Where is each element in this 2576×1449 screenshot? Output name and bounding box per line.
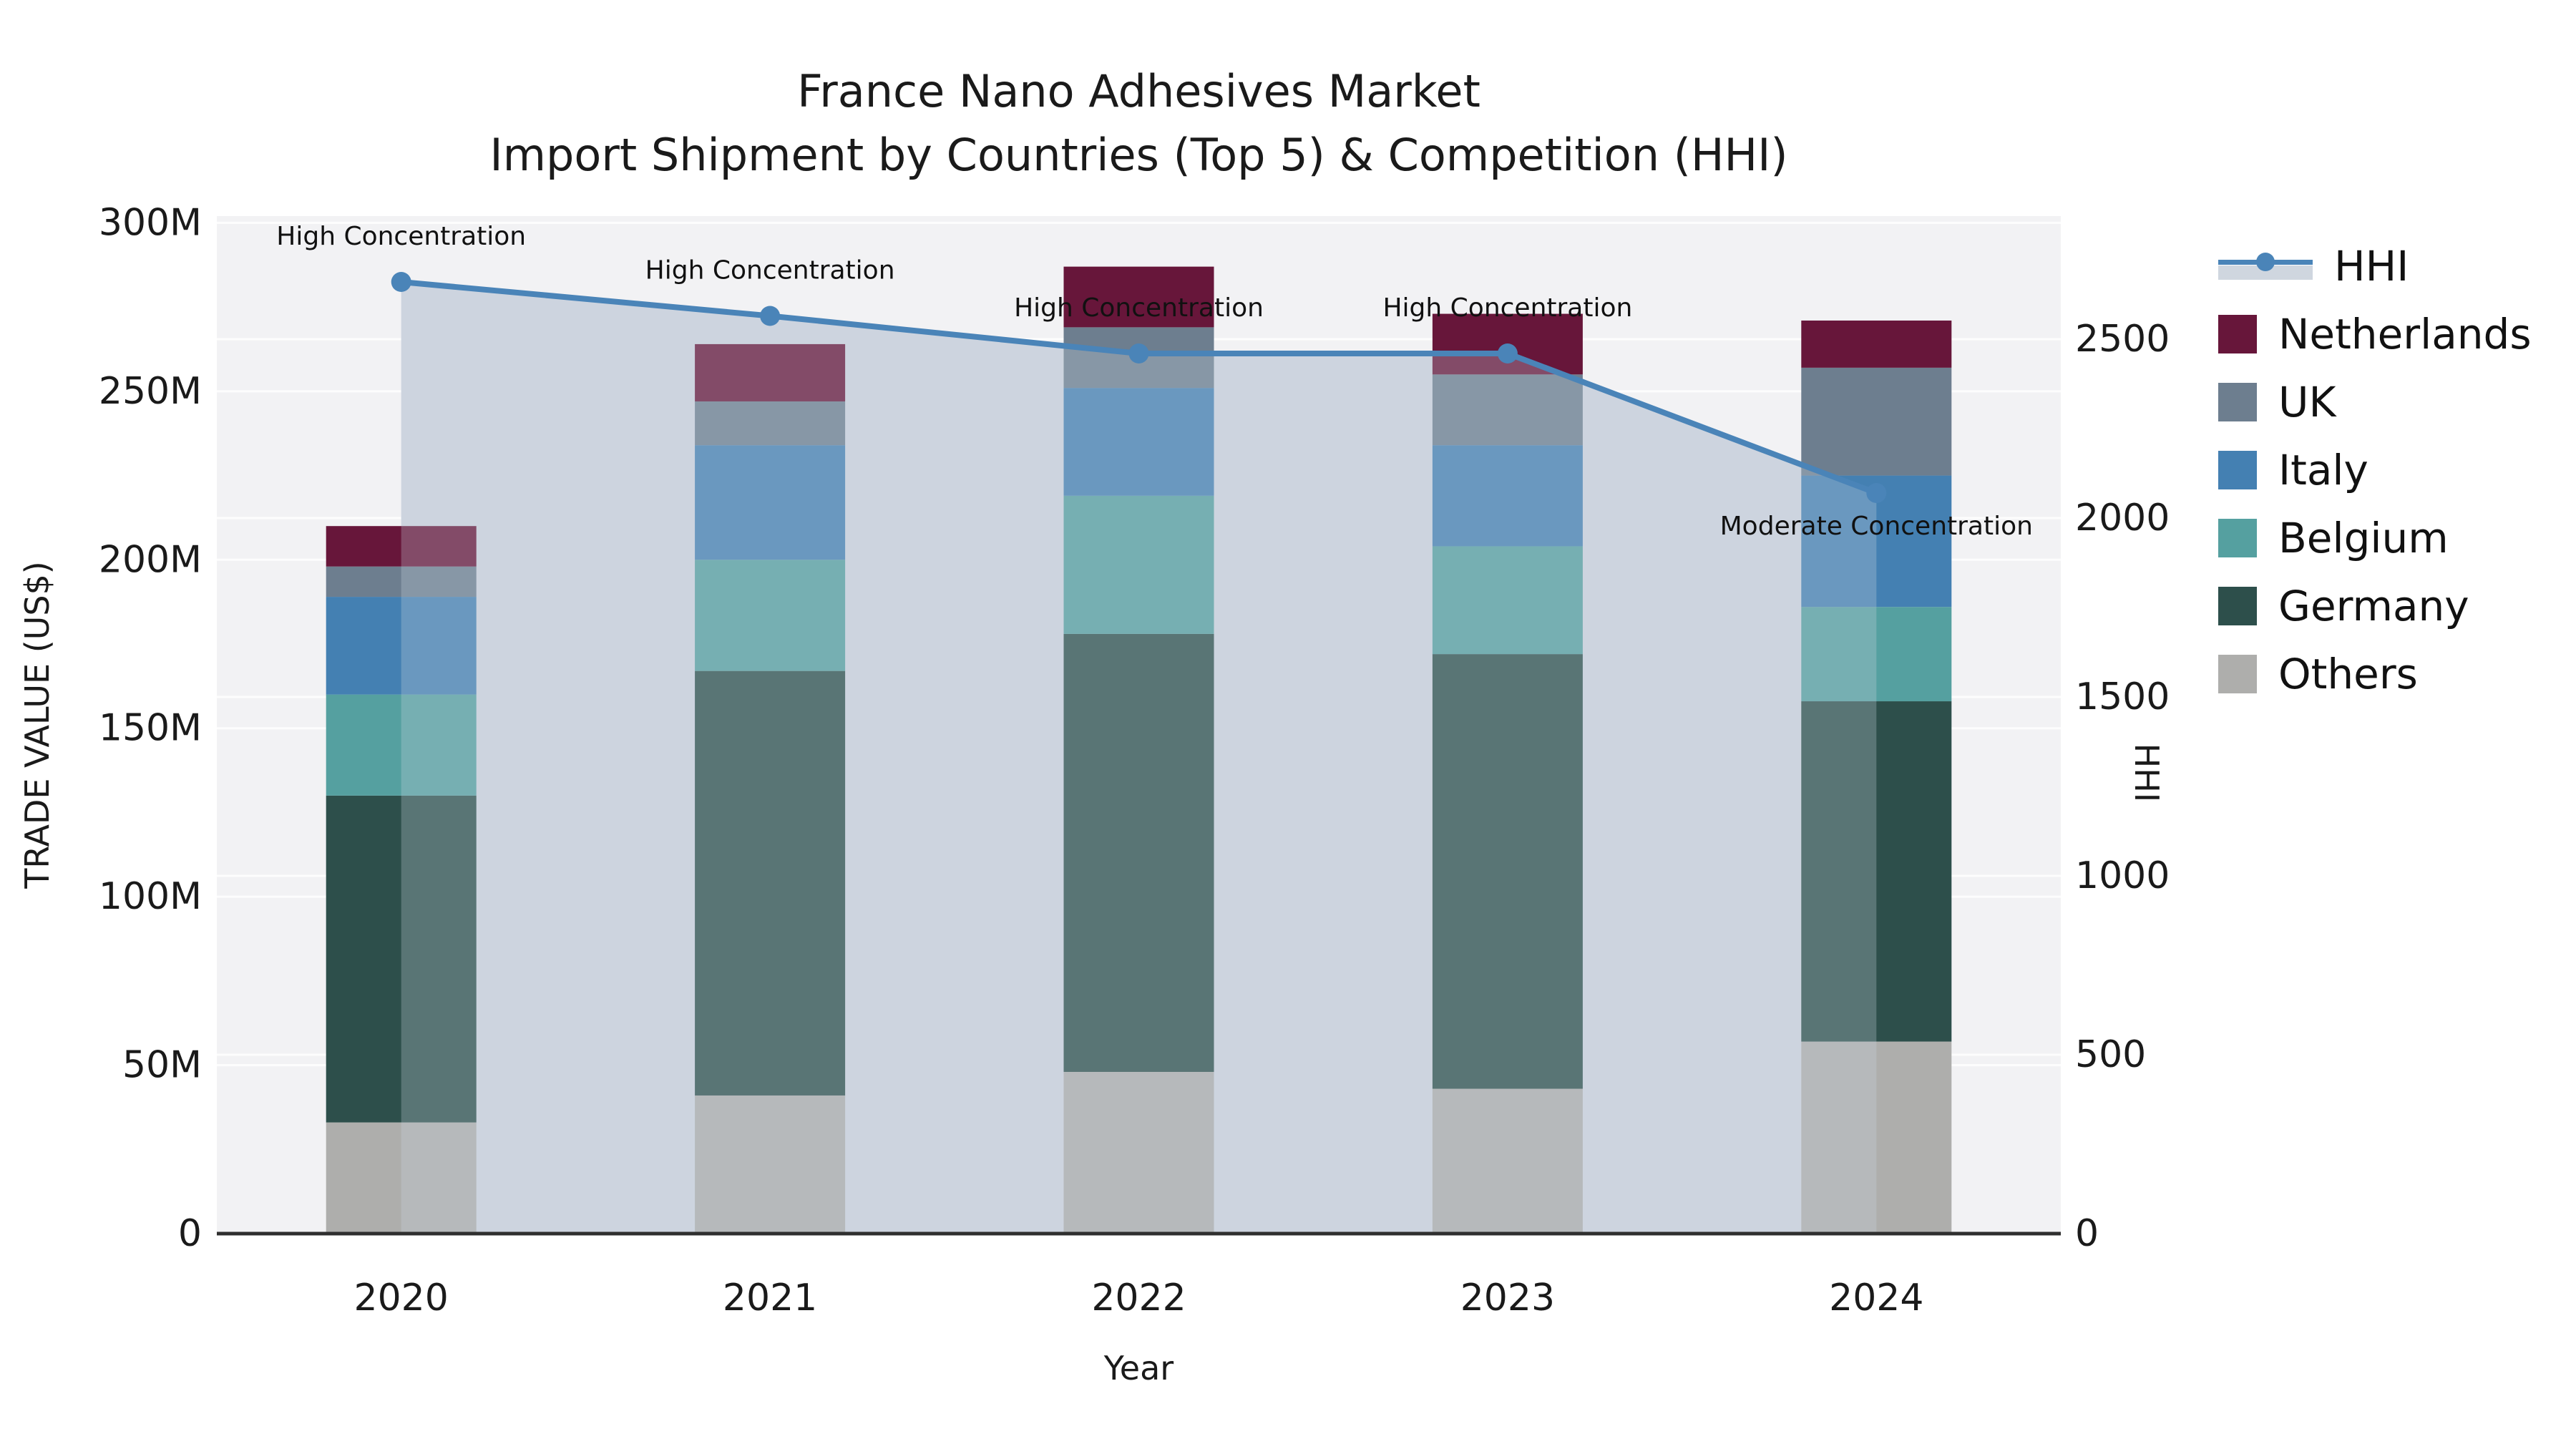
right-tick-label: 500 bbox=[2075, 1033, 2146, 1076]
bar-segment-germany-2024 bbox=[1801, 701, 1952, 1042]
hhi-marker-2022 bbox=[1128, 343, 1149, 364]
chart-subtitle: Import Shipment by Countries (Top 5) & C… bbox=[489, 129, 1788, 181]
legend-item-hhi: HHI bbox=[2218, 232, 2532, 300]
right-axis-label: HHI bbox=[2127, 743, 2166, 803]
bar-segment-uk-2020 bbox=[326, 566, 477, 597]
left-axis-label: TRADE VALUE (US$) bbox=[18, 561, 57, 889]
legend-color-swatch bbox=[2218, 654, 2257, 693]
legend-label: Netherlands bbox=[2278, 309, 2532, 358]
bar-segment-germany-2023 bbox=[1432, 654, 1583, 1089]
left-tick-label: 0 bbox=[178, 1212, 202, 1255]
bar-segment-italy-2023 bbox=[1432, 445, 1583, 547]
right-tick-label: 1500 bbox=[2075, 675, 2170, 718]
x-tick-label-2021: 2021 bbox=[723, 1277, 817, 1319]
x-tick-label-2023: 2023 bbox=[1460, 1277, 1555, 1319]
right-tick-label: 2000 bbox=[2075, 497, 2170, 540]
legend-label: HHI bbox=[2334, 241, 2409, 291]
annotation-2021: High Concentration bbox=[645, 256, 895, 286]
left-tick-label: 250M bbox=[99, 370, 202, 413]
legend-color-swatch bbox=[2218, 518, 2257, 557]
bar-segment-italy-2020 bbox=[326, 597, 477, 695]
legend-item-others: Others bbox=[2218, 640, 2532, 708]
legend-color-swatch bbox=[2218, 586, 2257, 625]
left-tick-label: 150M bbox=[99, 707, 202, 750]
legend-hhi-line-swatch bbox=[2218, 247, 2313, 286]
bar-segment-belgium-2021 bbox=[695, 560, 846, 671]
x-tick-label-2020: 2020 bbox=[354, 1277, 449, 1319]
legend-label: Others bbox=[2278, 649, 2418, 698]
hhi-marker-2023 bbox=[1497, 343, 1518, 364]
legend-item-italy: Italy bbox=[2218, 436, 2532, 504]
right-tick-label: 2500 bbox=[2075, 318, 2170, 361]
x-tick-label-2022: 2022 bbox=[1091, 1277, 1186, 1319]
legend-item-netherlands: Netherlands bbox=[2218, 300, 2532, 368]
bar-segment-uk-2023 bbox=[1432, 374, 1583, 446]
bar-segment-italy-2021 bbox=[695, 445, 846, 560]
bar-segment-netherlands-2020 bbox=[326, 526, 477, 567]
bar-segment-others-2021 bbox=[695, 1095, 846, 1234]
chart-title: France Nano Adhesives Market bbox=[797, 65, 1480, 117]
left-tick-label: 100M bbox=[99, 875, 202, 918]
bar-segment-others-2020 bbox=[326, 1122, 477, 1234]
legend-label: UK bbox=[2278, 377, 2336, 426]
left-tick-label: 300M bbox=[99, 201, 202, 244]
x-tick-label-2024: 2024 bbox=[1829, 1277, 1923, 1319]
bar-segment-belgium-2023 bbox=[1432, 546, 1583, 655]
hhi-marker-2024 bbox=[1866, 483, 1887, 503]
bar-segment-others-2022 bbox=[1063, 1071, 1214, 1234]
legend-label: Germany bbox=[2278, 581, 2469, 630]
legend-label: Italy bbox=[2278, 445, 2368, 494]
legend-color-swatch bbox=[2218, 450, 2257, 489]
annotation-2022: High Concentration bbox=[1014, 293, 1264, 323]
legend-item-germany: Germany bbox=[2218, 572, 2532, 640]
annotation-2020: High Concentration bbox=[276, 222, 526, 251]
hhi-area-wash bbox=[401, 282, 1877, 1234]
bar-segment-others-2023 bbox=[1432, 1088, 1583, 1234]
annotation-2023: High Concentration bbox=[1382, 293, 1632, 323]
legend-label: Belgium bbox=[2278, 513, 2449, 562]
legend-color-swatch bbox=[2218, 382, 2257, 421]
legend-item-belgium: Belgium bbox=[2218, 504, 2532, 572]
legend: HHI Netherlands UK Italy Belgium Germany Other… bbox=[2218, 232, 2532, 708]
bar-segment-uk-2021 bbox=[695, 401, 846, 446]
hhi-marker-2020 bbox=[391, 272, 411, 292]
bar-segment-germany-2021 bbox=[695, 670, 846, 1096]
hhi-marker-2021 bbox=[760, 306, 781, 326]
bar-segment-belgium-2020 bbox=[326, 694, 477, 796]
annotation-2024: Moderate Concentration bbox=[1720, 512, 2033, 541]
bar-segment-netherlands-2024 bbox=[1801, 320, 1952, 368]
left-tick-label: 50M bbox=[122, 1044, 202, 1087]
bar-segment-germany-2022 bbox=[1063, 633, 1214, 1072]
legend-item-uk: UK bbox=[2218, 368, 2532, 436]
bar-segment-others-2024 bbox=[1801, 1041, 1952, 1234]
bar-segment-uk-2024 bbox=[1801, 367, 1952, 476]
bar-segment-netherlands-2021 bbox=[695, 343, 846, 401]
x-axis-label: Year bbox=[1103, 1349, 1174, 1387]
bar-segment-italy-2022 bbox=[1063, 388, 1214, 496]
bar-segment-germany-2020 bbox=[326, 795, 477, 1123]
legend-color-swatch bbox=[2218, 314, 2257, 353]
left-tick-label: 200M bbox=[99, 538, 202, 581]
bar-segment-belgium-2024 bbox=[1801, 607, 1952, 702]
right-tick-label: 1000 bbox=[2075, 854, 2170, 897]
bar-segment-belgium-2022 bbox=[1063, 495, 1214, 634]
bar-segment-netherlands-2022 bbox=[1063, 266, 1214, 328]
right-tick-label: 0 bbox=[2075, 1212, 2099, 1255]
